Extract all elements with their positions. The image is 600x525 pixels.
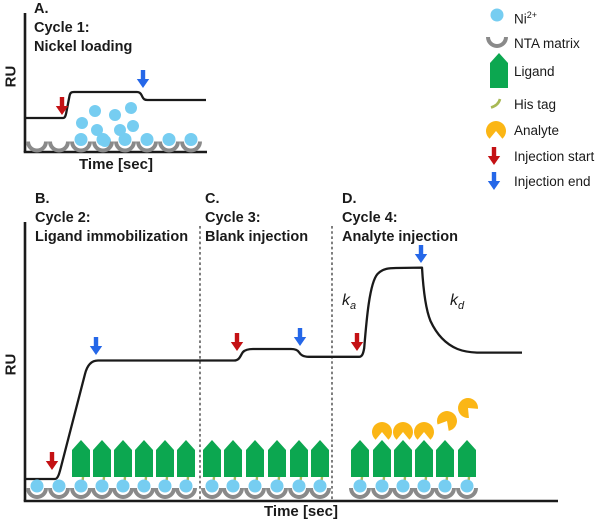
legend-label-injection-end: Injection end <box>514 174 591 189</box>
ligand-unit <box>133 440 155 499</box>
ligand-unit <box>413 440 435 499</box>
ligand-unit <box>70 440 92 499</box>
kd-base: k <box>450 292 458 309</box>
ligand-unit <box>434 440 456 499</box>
legend-label-ni-text: Ni <box>514 11 527 27</box>
legend-label-nta-matrix: NTA matrix <box>514 36 580 51</box>
ni-ion-icons-floating <box>76 102 139 147</box>
nta-matrix-ni-icon <box>180 133 202 153</box>
analyte-icon <box>372 422 392 440</box>
ka-base: k <box>342 292 350 309</box>
panel-c-title-line2: Blank injection <box>205 229 309 245</box>
surface-row-panel-c <box>201 440 331 499</box>
panel-a-title-line1: Cycle 1: <box>34 20 90 36</box>
panel-a-title: A. Cycle 1: Nickel loading <box>34 0 132 57</box>
ligand-unit <box>371 440 393 499</box>
panel-b-title-line2: Ligand immobilization <box>35 229 189 245</box>
panel-c-letter: C. <box>205 191 220 207</box>
kd-label: kd <box>450 292 464 312</box>
legend-label-injection-start: Injection start <box>514 149 595 164</box>
panel-a-letter: A. <box>34 1 49 17</box>
nta-matrix-ni-icon <box>92 133 114 153</box>
nta-matrix-ni-icon <box>158 133 180 153</box>
legend-label-his-tag: His tag <box>514 97 557 112</box>
bottom-chart-y-axis-label: RU <box>2 353 20 376</box>
panel-c-title: C. Cycle 3: Blank injection <box>205 190 308 247</box>
injection-start-arrow-icon <box>230 333 244 351</box>
panel-a-title-line2: Nickel loading <box>34 39 133 55</box>
nta-matrix-ni-icon <box>136 133 158 153</box>
ligand-unit <box>222 440 244 499</box>
his-tag-icon <box>490 98 502 109</box>
ligand-unit <box>309 440 331 499</box>
surface-row-panel-d <box>349 393 481 499</box>
panel-divider-lines <box>199 226 333 500</box>
ligand-unit <box>201 440 223 499</box>
panel-a-sensorgram-curve <box>25 90 206 120</box>
panel-a-y-axis-label: RU <box>2 65 20 88</box>
analyte-icon <box>414 422 434 440</box>
injection-end-icon <box>487 172 501 190</box>
ligand-unit <box>112 440 134 499</box>
panel-a-axes <box>23 13 207 154</box>
panel-a-x-axis-label: Time [sec] <box>79 156 153 173</box>
ligand-unit <box>266 440 288 499</box>
ni-ion-icon <box>490 8 504 22</box>
injection-end-arrow-icon <box>136 70 150 88</box>
analyte-icon <box>434 407 461 433</box>
nta-matrix-ni-icon <box>26 480 48 500</box>
ligand-unit <box>244 440 266 499</box>
analyte-icon <box>486 121 506 139</box>
analyte-icon <box>453 393 481 421</box>
ligand-unit <box>91 440 113 499</box>
ligand-unit <box>392 440 414 499</box>
kd-sub: d <box>458 300 465 313</box>
panel-d-title-line2: Analyte injection <box>342 229 459 245</box>
panel-d-title-line1: Cycle 4: <box>342 210 398 226</box>
nta-matrix-ni-icon <box>114 133 136 153</box>
injection-start-arrow-icon <box>45 452 59 470</box>
injection-end-arrow-icon <box>89 337 103 355</box>
ka-sub: a <box>350 300 357 313</box>
analyte-icon <box>393 422 413 440</box>
legend-label-analyte: Analyte <box>514 123 560 138</box>
bottom-chart-arrows <box>45 245 428 470</box>
surface-row-panel-b <box>26 440 197 499</box>
panel-d-title: D. Cycle 4: Analyte injection <box>342 190 458 247</box>
ligand-unit <box>288 440 310 499</box>
nta-matrix-row-panel-a <box>26 133 202 153</box>
panel-d-letter: D. <box>342 191 357 207</box>
panel-c-title-line1: Cycle 3: <box>205 210 261 226</box>
bottom-chart-axes <box>23 222 558 503</box>
injection-start-icon <box>487 147 501 165</box>
injection-start-arrow-icon <box>350 333 364 351</box>
legend-label-ligand: Ligand <box>514 64 555 79</box>
bottom-chart-x-axis-label: Time [sec] <box>264 503 338 520</box>
panel-b-letter: B. <box>35 191 50 207</box>
panel-b-title-line1: Cycle 2: <box>35 210 91 226</box>
nta-matrix-ni-icon <box>70 133 92 153</box>
nta-matrix-icon <box>486 37 508 48</box>
ligand-icon <box>490 53 508 88</box>
legend-label-ni-sup: 2+ <box>526 10 538 20</box>
legend-label-ni: Ni2+ <box>514 7 537 28</box>
ligand-unit <box>349 440 371 499</box>
nta-matrix-ni-icon <box>48 480 70 500</box>
bottom-sensorgram-curve <box>25 266 522 481</box>
legend-icons <box>486 8 508 190</box>
ligand-unit <box>154 440 176 499</box>
injection-end-arrow-icon <box>293 328 307 346</box>
ligand-unit <box>456 440 478 499</box>
ka-label: ka <box>342 292 356 312</box>
panel-b-title: B. Cycle 2: Ligand immobilization <box>35 190 188 247</box>
injection-end-arrow-icon <box>414 245 428 263</box>
ligand-unit <box>175 440 197 499</box>
